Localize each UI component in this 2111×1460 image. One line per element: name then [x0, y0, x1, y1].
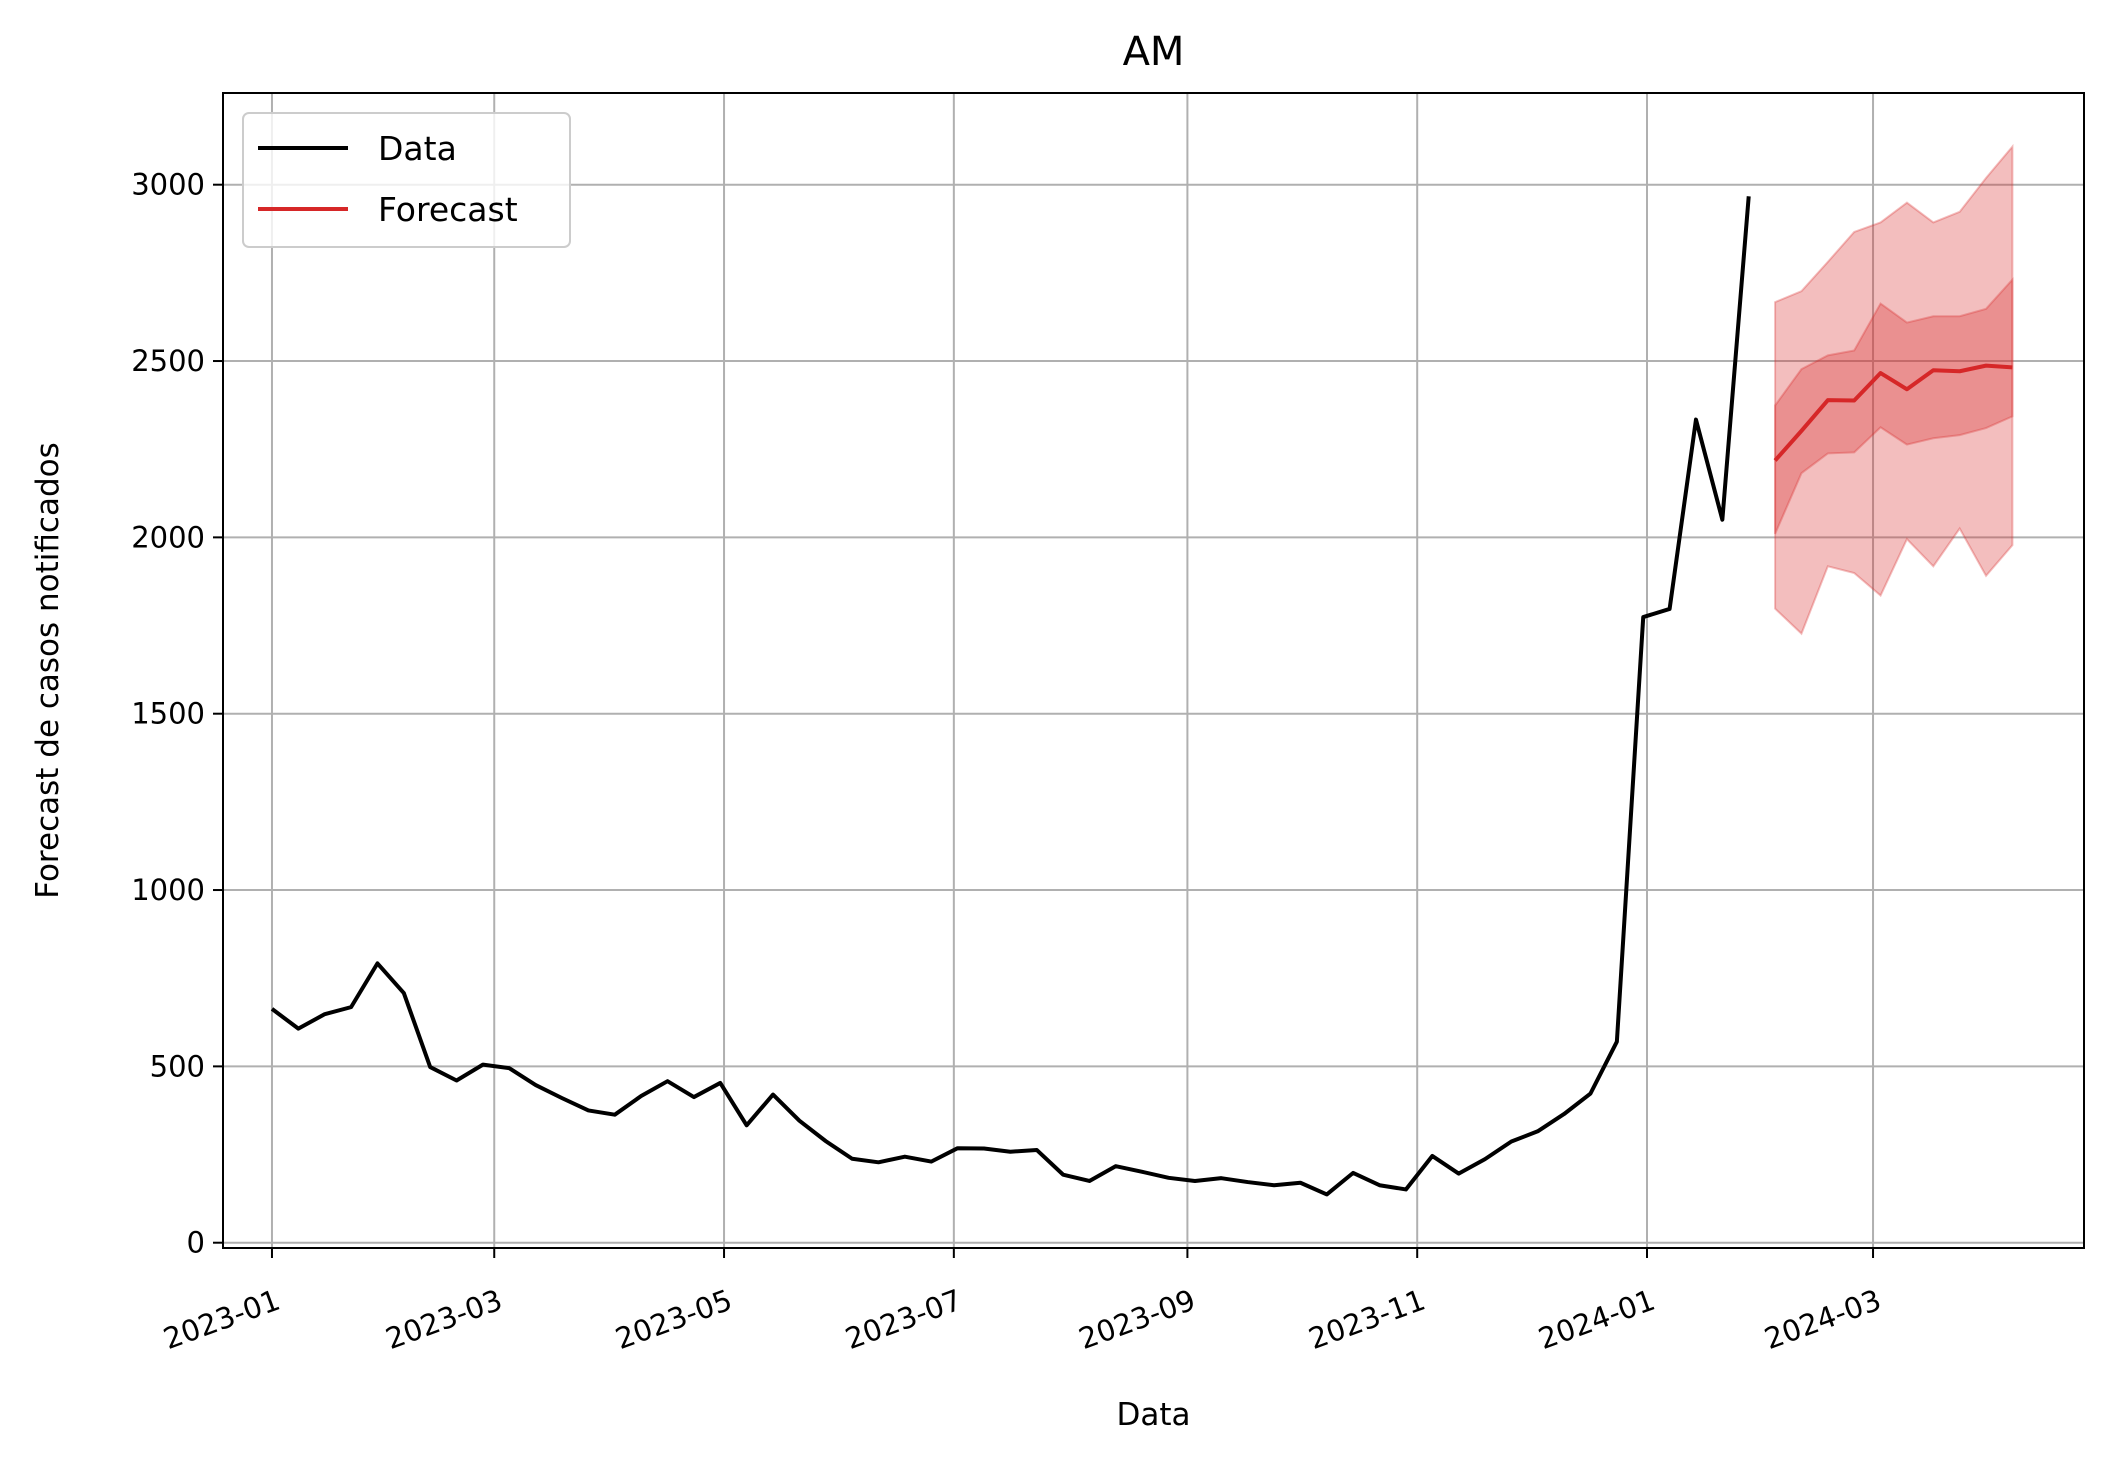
- data-point-data: [1457, 1172, 1461, 1176]
- data-point-data: [666, 1079, 670, 1083]
- y-axis-ticks: 0 500 1000 1500 2000 2500 3000: [131, 168, 223, 1260]
- data-point-forecast: [1931, 368, 1935, 372]
- forecast-outer-interval: [1774, 143, 2014, 636]
- data-point-data: [586, 1108, 590, 1112]
- data-point-data: [455, 1078, 459, 1082]
- data-point-data: [1404, 1187, 1408, 1191]
- data-point-data: [507, 1066, 511, 1070]
- data-point-forecast: [1905, 387, 1909, 391]
- y-tick-label: 500: [150, 1049, 205, 1083]
- data-point-forecast: [1773, 458, 1777, 462]
- data-point-data: [1430, 1154, 1434, 1158]
- data-point-data: [428, 1065, 432, 1069]
- data-point-data: [1219, 1176, 1223, 1180]
- data-point-forecast: [1799, 429, 1803, 433]
- data-point-data: [1140, 1170, 1144, 1174]
- data-point-data: [1720, 518, 1724, 522]
- data-point-forecast: [2010, 365, 2014, 369]
- data-point-data: [824, 1139, 828, 1143]
- data-point-forecast: [1852, 399, 1856, 403]
- data-point-data: [375, 961, 379, 965]
- data-point-data: [1087, 1179, 1091, 1183]
- y-tick-label: 0: [187, 1226, 205, 1260]
- forecast-confidence-bands: [1774, 143, 2014, 636]
- plot-area-frame: [222, 92, 2085, 1249]
- data-point-data: [1509, 1139, 1513, 1143]
- data-point-data: [1008, 1150, 1012, 1154]
- data-point-data: [956, 1146, 960, 1150]
- y-tick-label: 2500: [131, 344, 205, 378]
- data-point-data: [639, 1094, 643, 1098]
- data-point-data: [745, 1123, 749, 1127]
- data-point-data: [1483, 1157, 1487, 1161]
- data-point-data: [349, 1005, 353, 1009]
- data-point-data: [270, 1007, 274, 1011]
- data-point-data: [534, 1083, 538, 1087]
- data-point-data: [1035, 1148, 1039, 1152]
- data-point-data: [1114, 1164, 1118, 1168]
- data-point-data: [1641, 615, 1645, 619]
- data-point-forecast: [1826, 398, 1830, 402]
- series-line-forecast: [1773, 363, 2013, 462]
- data-point-data: [481, 1063, 485, 1067]
- data-point-forecast: [1958, 369, 1962, 373]
- data-point-data: [1167, 1176, 1171, 1180]
- data-point-data: [613, 1113, 617, 1117]
- data-point-data: [1272, 1183, 1276, 1187]
- data-point-data: [323, 1012, 327, 1016]
- data-point-data: [718, 1081, 722, 1085]
- data-point-forecast: [1984, 364, 1988, 368]
- data-point-data: [692, 1095, 696, 1099]
- legend-label-data: Data: [378, 129, 457, 168]
- x-axis-title: Data: [1116, 1397, 1190, 1433]
- y-tick-label: 1500: [131, 697, 205, 731]
- series-lines: [270, 194, 2014, 1197]
- data-point-data: [771, 1093, 775, 1097]
- data-point-data: [560, 1096, 564, 1100]
- data-point-data: [982, 1147, 986, 1151]
- data-point-data: [1615, 1040, 1619, 1044]
- data-point-data: [1694, 418, 1698, 422]
- legend-label-forecast: Forecast: [378, 190, 518, 229]
- y-tick-label: 1000: [131, 873, 205, 907]
- chart-title: AM: [1123, 29, 1185, 75]
- data-point-data: [1351, 1171, 1355, 1175]
- data-point-data: [296, 1027, 300, 1031]
- y-axis-title: Forecast de casos notificados: [30, 442, 66, 899]
- data-point-data: [1061, 1173, 1065, 1177]
- data-point-data: [850, 1157, 854, 1161]
- data-point-data: [1747, 194, 1751, 198]
- y-tick-label: 3000: [131, 168, 205, 202]
- data-point-data: [1298, 1181, 1302, 1185]
- data-point-data: [797, 1119, 801, 1123]
- grid-lines: [223, 93, 2084, 1248]
- data-point-data: [1588, 1092, 1592, 1096]
- data-point-data: [1668, 607, 1672, 611]
- data-point-data: [1378, 1183, 1382, 1187]
- data-point-data: [903, 1155, 907, 1159]
- forecast-inner-interval: [1774, 276, 2014, 535]
- data-point-data: [1325, 1192, 1329, 1196]
- data-point-data: [876, 1160, 880, 1164]
- data-point-data: [1193, 1179, 1197, 1183]
- data-point-data: [1562, 1112, 1566, 1116]
- series-line-data: [270, 196, 1751, 1197]
- data-point-data: [929, 1160, 933, 1164]
- data-point-forecast: [1879, 371, 1883, 375]
- y-tick-label: 2000: [131, 520, 205, 554]
- data-point-data: [1246, 1180, 1250, 1184]
- data-point-data: [402, 991, 406, 995]
- legend: Data Forecast: [242, 112, 571, 248]
- data-point-data: [1536, 1129, 1540, 1133]
